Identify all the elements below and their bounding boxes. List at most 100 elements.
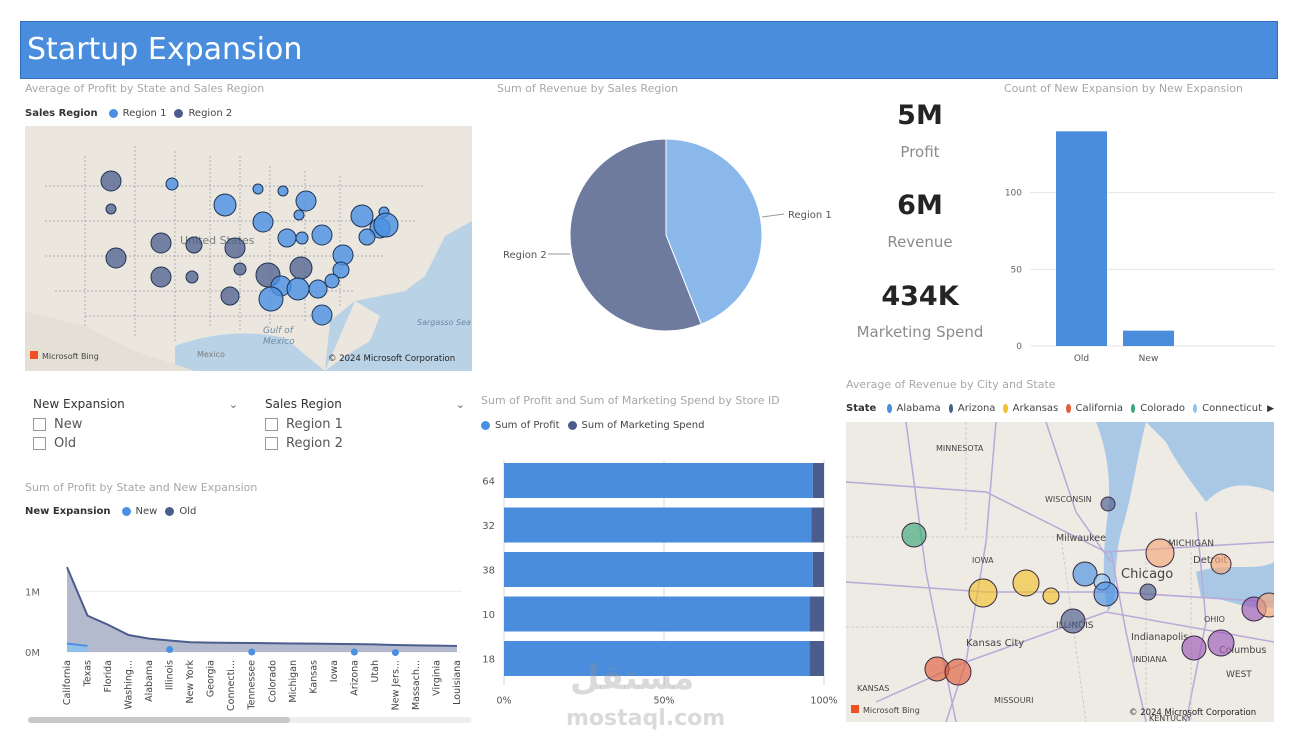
map-bubble[interactable] [100,170,122,192]
area-legend-item[interactable]: Old [179,506,197,517]
marketing-bar[interactable] [812,463,824,498]
chevron-down-icon[interactable]: ⌄ [455,397,465,411]
map-bubble[interactable] [1060,608,1086,634]
profit-bar[interactable] [504,641,810,676]
expansion-count-chart[interactable]: 0 50 100 Old New [995,100,1280,370]
map-bubble[interactable] [1093,581,1119,607]
map-bubble[interactable] [1256,592,1274,618]
map1-title: Average of Profit by State and Sales Reg… [25,82,265,95]
old-area[interactable] [67,567,457,652]
map-bubble[interactable] [224,237,246,259]
map-bubble[interactable] [1145,538,1175,568]
state-lines [846,422,1192,722]
profit-bar[interactable] [504,463,813,498]
map1-legend-item[interactable]: Region 2 [188,108,233,119]
map2-legend-item[interactable]: Connecticut [1202,403,1263,414]
map-bubble[interactable] [350,204,374,228]
us-profit-map[interactable]: United States Gulf of Mexico Sargasso Se… [25,126,472,371]
map-bubble[interactable] [277,185,289,197]
marketing-bar[interactable] [809,641,824,676]
map-bubble[interactable] [252,183,264,195]
area-legend-item[interactable]: New [135,506,158,517]
profit-bar[interactable] [504,596,810,632]
map-bubble[interactable] [185,270,199,284]
checkbox[interactable] [265,418,278,431]
map-bubble[interactable] [1139,583,1157,601]
map-bubble[interactable] [252,211,274,233]
marketing-bar[interactable] [812,552,824,587]
map-bubble[interactable] [220,286,240,306]
map-bubble[interactable] [901,522,927,548]
pie-slice[interactable] [665,138,763,325]
marketing-legend-dot [567,421,577,430]
chevron-down-icon[interactable]: ⌄ [228,397,238,411]
checkbox[interactable] [33,437,46,450]
new-marker[interactable] [391,649,399,657]
map-bubble[interactable] [1012,569,1040,597]
map-bubble[interactable] [358,228,376,246]
map-bubble[interactable] [258,286,284,312]
marketing-bar[interactable] [811,507,824,543]
map-bubble[interactable] [968,578,998,608]
new-marker[interactable] [166,646,174,654]
revenue-pie-chart[interactable]: Region 1 Region 2 [490,120,850,360]
map-bubble[interactable] [293,209,305,221]
map-bubble[interactable] [213,193,237,217]
slicer-option-new[interactable]: New [33,415,238,434]
map-bubble[interactable] [1100,496,1116,512]
map-bubble[interactable] [1072,561,1098,587]
map-bubble[interactable] [311,224,333,246]
map-bubble[interactable] [277,228,297,248]
map-bubble[interactable] [105,203,117,215]
profit-bar[interactable] [504,552,813,587]
column-bar[interactable] [1056,131,1107,346]
map-bubble[interactable] [295,190,317,212]
new-marker[interactable] [350,648,358,656]
map1-legend-item[interactable]: Region 1 [122,108,167,119]
map2-legend-item[interactable]: Alabama [896,403,941,414]
map2-legend-item[interactable]: Arizona [957,403,996,414]
map-bubble[interactable] [324,273,340,289]
mexico-land [25,311,195,371]
map-bubble[interactable] [165,177,179,191]
map-bubble[interactable] [332,261,350,279]
map-bubble[interactable] [289,256,313,280]
legend-next-icon[interactable]: ▶ [1267,403,1274,414]
slicer-option-region2[interactable]: Region 2 [265,434,465,453]
midwest-revenue-map[interactable]: MINNESOTA WISCONSIN MICHIGAN IOWA Milwaukee C… [846,422,1274,722]
map-bubble[interactable] [308,279,328,299]
profit-area-chart[interactable]: 0M 1M California Texas Florida Washing... Alab… [20,530,472,730]
map-bubble[interactable] [185,236,203,254]
map-bubble[interactable] [1042,587,1060,605]
profit-bar[interactable] [504,507,812,543]
stacked-legend-item[interactable]: Sum of Marketing Spend [581,420,705,431]
stacked-bar-chart[interactable]: 0% 50% 100% 64 32 38 10 18 [475,440,845,720]
slicer-option-region1[interactable]: Region 1 [265,415,465,434]
column-bar[interactable] [1123,330,1174,346]
map-bubble[interactable] [373,212,399,238]
map2-legend-item[interactable]: Colorado [1140,403,1185,414]
scrollbar-thumb[interactable] [28,717,290,723]
map2-legend-item[interactable]: California [1075,403,1124,414]
map-place-label: OHIO [1204,615,1225,624]
stacked-svg: 0% 50% 100% 64 32 38 10 18 [482,460,838,707]
map-bubble[interactable] [1181,635,1207,661]
map-bubble[interactable] [311,304,333,326]
map2-legend-item[interactable]: Arkansas [1012,403,1059,414]
map-bubble[interactable] [150,232,172,254]
slicer-option-old[interactable]: Old [33,434,238,453]
checkbox[interactable] [33,418,46,431]
stacked-legend-item[interactable]: Sum of Profit [495,420,560,431]
new-marker[interactable] [248,648,256,656]
map-bubble[interactable] [1210,553,1232,575]
map-bubble[interactable] [233,262,247,276]
map-bubble[interactable] [105,247,127,269]
marketing-bar[interactable] [809,596,824,632]
map-bubble[interactable] [944,658,972,686]
pie-slice[interactable] [569,138,702,332]
checkbox[interactable] [265,437,278,450]
map-bubble[interactable] [150,266,172,288]
map-bubble[interactable] [295,231,309,245]
map-bubble[interactable] [286,277,310,301]
map-bubble[interactable] [1207,629,1235,657]
